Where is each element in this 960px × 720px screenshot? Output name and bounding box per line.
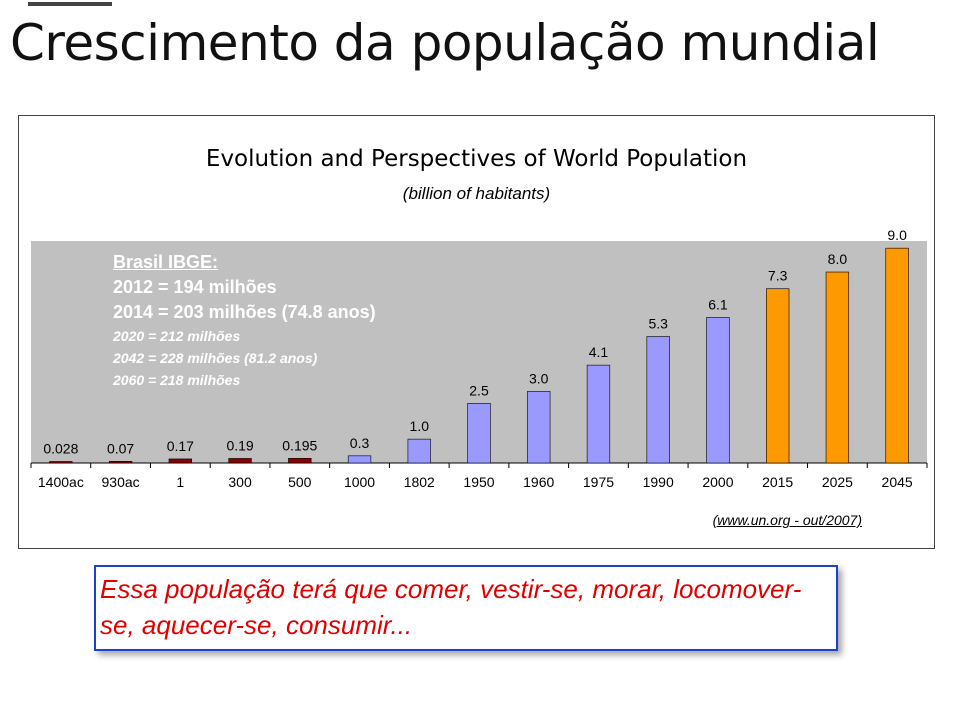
x-tick-label: 1802 (404, 474, 435, 490)
bar (885, 247, 909, 464)
bar-chart-plot: 0.028 1400ac 0.07 930ac 0.17 1 0.19 300 0.195 500… (30, 227, 928, 490)
data-label: 8.0 (828, 251, 848, 267)
data-label: 0.07 (107, 440, 134, 456)
ibge-line: 2014 = 203 milhões (74.8 anos) (113, 302, 376, 322)
data-label: 7.3 (768, 268, 788, 284)
data-label: 0.19 (226, 437, 253, 453)
x-tick-label: 2025 (822, 474, 853, 490)
chart-subtitle: (billion of habitants) (402, 184, 551, 203)
bar (108, 461, 133, 464)
callout-box: Essa população terá que comer, vestir-se… (94, 565, 838, 651)
bar (646, 336, 670, 464)
x-tick-label: 1990 (643, 474, 674, 490)
x-tick-label: 2000 (702, 474, 733, 490)
x-tick-label: 1950 (463, 474, 494, 490)
x-tick-label: 1400ac (38, 474, 84, 490)
bar (347, 455, 372, 464)
data-label: 0.3 (350, 435, 370, 451)
slide-title: Crescimento da população mundial (10, 14, 880, 72)
ibge-line: 2012 = 194 milhões (113, 277, 277, 297)
x-tick-label: 1 (176, 474, 184, 490)
data-label: 2.5 (469, 382, 489, 398)
data-label: 0.195 (282, 437, 317, 453)
data-label: 0.17 (167, 438, 194, 454)
bar (49, 461, 73, 464)
ibge-projection-line: 2042 = 228 milhões (81.2 anos) (113, 350, 318, 366)
ibge-heading: Brasil IBGE: (113, 252, 219, 272)
chart-source: (www.un.org - out/2007) (712, 512, 862, 528)
x-tick-label: 1000 (344, 474, 375, 490)
x-tick-label: 1975 (583, 474, 614, 490)
data-label: 1.0 (410, 418, 430, 434)
ibge-projection-line: 2060 = 218 milhões (113, 372, 241, 388)
callout-text: Essa população terá que comer, vestir-se… (100, 574, 802, 640)
bar (527, 391, 551, 464)
chart-title: Evolution and Perspectives of World Popu… (205, 146, 748, 172)
ibge-projection-line: 2020 = 212 milhões (113, 328, 241, 344)
x-tick-label: 1960 (523, 474, 554, 490)
x-tick-label: 2015 (762, 474, 793, 490)
data-label: 3.0 (529, 370, 549, 386)
title-overline-decoration (28, 2, 112, 22)
bar (766, 288, 790, 464)
bar (168, 458, 192, 464)
x-tick-label: 300 (228, 474, 252, 490)
ibge-annotation: Brasil IBGE: 2012 = 194 milhões 2014 = 2… (113, 249, 376, 391)
bar (467, 403, 491, 464)
bar (228, 458, 252, 464)
x-tick-label: 2045 (882, 474, 913, 490)
bar (407, 438, 431, 464)
data-label: 5.3 (648, 315, 668, 331)
data-label: 9.0 (887, 227, 907, 243)
bar (706, 317, 730, 464)
x-tick-label: 930ac (102, 474, 140, 490)
bar (825, 271, 850, 464)
bar (288, 458, 312, 464)
data-label: 6.1 (708, 296, 728, 312)
x-tick-label: 500 (288, 474, 312, 490)
data-label: 4.1 (589, 344, 609, 360)
data-label: 0.028 (43, 441, 78, 457)
bar (586, 364, 611, 464)
chart-frame: Evolution and Perspectives of World Popu… (18, 115, 935, 549)
